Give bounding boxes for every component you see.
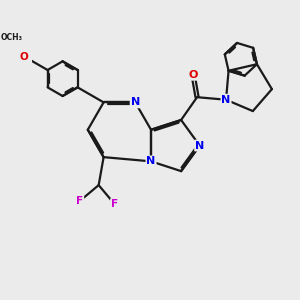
Text: F: F (76, 196, 83, 206)
Text: O: O (20, 52, 29, 61)
Text: N: N (221, 95, 231, 105)
Text: N: N (146, 156, 156, 167)
Text: N: N (130, 98, 140, 107)
Text: O: O (188, 70, 198, 80)
Text: N: N (195, 141, 204, 151)
Text: OCH₃: OCH₃ (0, 33, 22, 42)
Text: F: F (111, 199, 118, 209)
